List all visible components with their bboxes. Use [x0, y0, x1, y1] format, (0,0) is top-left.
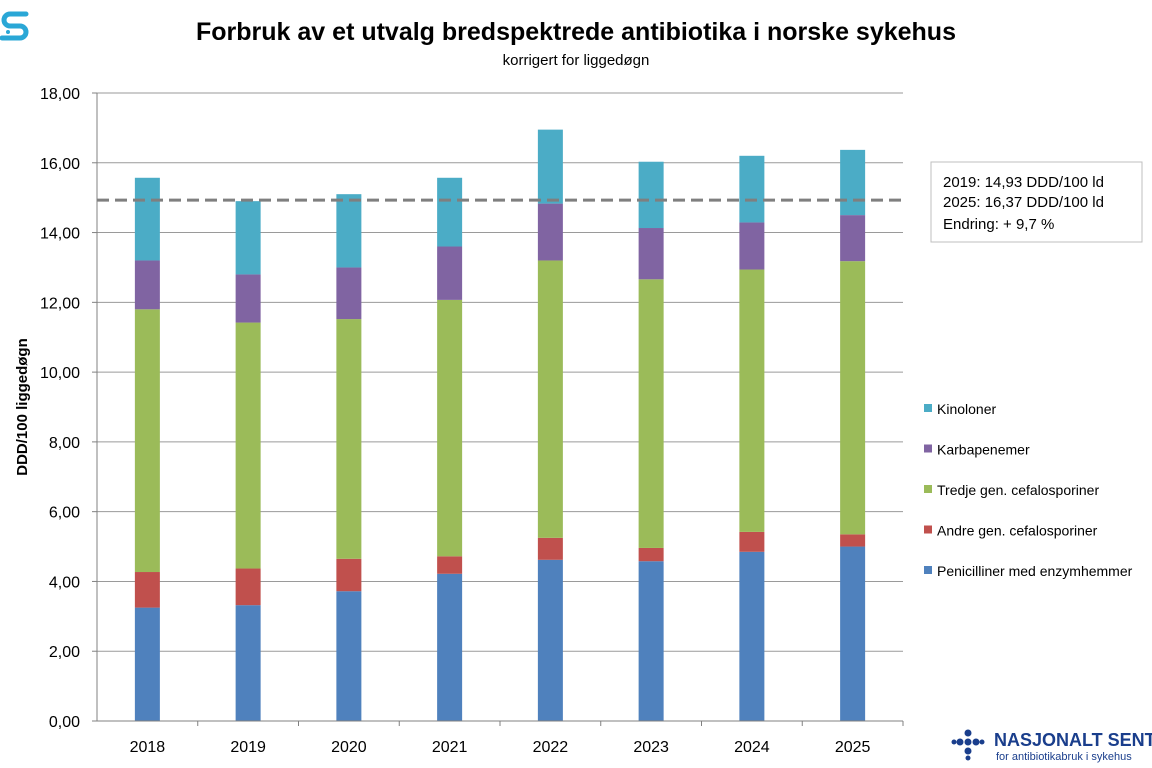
bar-karbapenemer-2022 — [537, 203, 563, 261]
y-tick-label: 18,00 — [40, 86, 80, 103]
legend-swatch-karbapenemer — [924, 444, 932, 453]
y-axis-label: DDD/100 liggedøgn — [14, 338, 31, 476]
bar-andre-2018 — [134, 572, 160, 608]
bar-penicilliner-2020 — [336, 591, 362, 721]
bar-karbapenemer-2024 — [739, 222, 765, 270]
bar-karbapenemer-2025 — [840, 215, 866, 262]
bar-kinoloner-2020 — [336, 194, 362, 268]
bar-tredje-2025 — [840, 261, 866, 535]
bar-penicilliner-2019 — [235, 605, 261, 721]
x-tick-label-2020: 2020 — [331, 739, 367, 756]
legend-label-karbapenemer: Karbapenemer — [937, 442, 1030, 458]
bar-penicilliner-2025 — [840, 546, 866, 721]
bar-andre-2025 — [840, 534, 866, 547]
bar-tredje-2021 — [437, 299, 463, 557]
bar-penicilliner-2024 — [739, 551, 765, 721]
bars — [134, 129, 866, 721]
x-tick-label-2019: 2019 — [230, 739, 266, 756]
legend: Kinoloner Karbapenemer Tredje gen. cefalos… — [924, 401, 1133, 579]
annotation-box: 2019: 14,93 DDD/100 ld 2025: 16,37 DDD/1… — [930, 161, 1143, 243]
bar-kinoloner-2023 — [638, 161, 664, 229]
grid-lines — [97, 92, 903, 652]
bar-kinoloner-2022 — [537, 129, 563, 204]
bar-penicilliner-2021 — [437, 573, 463, 721]
legend-swatch-andre — [924, 525, 932, 534]
legend-label-andre: Andre gen. cefalosporiner — [937, 523, 1098, 539]
bar-tredje-2022 — [537, 260, 563, 538]
y-tick-label: 6,00 — [49, 505, 80, 522]
legend-swatch-tredje — [924, 485, 932, 493]
y-tick-label: 4,00 — [49, 574, 80, 591]
x-tick-label-2025: 2025 — [835, 739, 871, 756]
bar-andre-2021 — [437, 556, 463, 574]
corner-logo-icon — [0, 8, 30, 44]
nasjonalt-senter-logo: NASJONALT SENTE for antibiotikabruk i sy… — [951, 729, 1152, 763]
bar-kinoloner-2024 — [739, 155, 765, 223]
logo-subtitle: for antibiotikabruk i sykehus — [996, 751, 1132, 763]
annotation-line-2: 2025: 16,37 DDD/100 ld — [943, 194, 1104, 211]
x-tick-label-2023: 2023 — [633, 739, 669, 756]
annotation-line-3: Endring: + 9,7 % — [943, 216, 1054, 233]
x-tick-label-2021: 2021 — [432, 739, 468, 756]
y-tick-label: 0,00 — [49, 714, 80, 731]
bar-andre-2022 — [537, 537, 563, 560]
bar-andre-2024 — [739, 531, 765, 552]
bar-kinoloner-2018 — [134, 177, 160, 261]
bar-tredje-2019 — [235, 322, 261, 569]
chart-title: Forbruk av et utvalg bredspektrede antib… — [196, 18, 956, 46]
bar-tredje-2023 — [638, 279, 664, 548]
bar-karbapenemer-2021 — [437, 246, 463, 300]
y-tick-label: 8,00 — [49, 435, 80, 452]
bar-tredje-2020 — [336, 319, 362, 559]
bar-andre-2023 — [638, 547, 664, 562]
bar-karbapenemer-2019 — [235, 274, 261, 323]
bar-kinoloner-2021 — [437, 177, 463, 247]
legend-label-kinoloner: Kinoloner — [937, 401, 996, 417]
legend-label-tredje: Tredje gen. cefalosporiner — [937, 482, 1099, 498]
y-tick-label: 16,00 — [40, 156, 80, 173]
bar-penicilliner-2023 — [638, 561, 664, 721]
y-tick-label: 14,00 — [40, 226, 80, 243]
legend-swatch-penicilliner — [924, 566, 932, 574]
annotation-line-1: 2019: 14,93 DDD/100 ld — [943, 174, 1104, 191]
bar-andre-2019 — [235, 568, 261, 606]
cross-dots-icon — [951, 729, 985, 761]
y-tick-label: 2,00 — [49, 644, 80, 661]
y-tick-label: 12,00 — [40, 295, 80, 312]
bar-kinoloner-2025 — [840, 149, 866, 216]
bar-kinoloner-2019 — [235, 201, 261, 275]
legend-label-penicilliner: Penicilliner med enzymhemmer — [937, 563, 1133, 579]
bar-penicilliner-2022 — [537, 559, 563, 721]
x-tick-label-2022: 2022 — [533, 739, 569, 756]
bar-tredje-2024 — [739, 269, 765, 532]
x-tick-label-2018: 2018 — [130, 739, 166, 756]
bar-tredje-2018 — [134, 309, 160, 573]
y-axis-ticks: 0,00 2,00 4,00 6,00 8,00 10,00 12,00 14,00 16,00… — [40, 86, 97, 731]
bar-andre-2020 — [336, 558, 362, 592]
bar-karbapenemer-2023 — [638, 228, 664, 280]
x-axis-ticks: 2018 2019 2020 2021 2022 2023 2024 2025 — [130, 721, 904, 756]
legend-swatch-kinoloner — [924, 404, 932, 412]
bar-karbapenemer-2020 — [336, 267, 362, 320]
chart-subtitle: korrigert for liggedøgn — [503, 52, 650, 69]
y-tick-label: 10,00 — [40, 365, 80, 382]
bar-penicilliner-2018 — [134, 607, 160, 721]
x-tick-label-2024: 2024 — [734, 739, 770, 756]
logo-name: NASJONALT SENTE — [994, 730, 1152, 750]
bar-karbapenemer-2018 — [134, 260, 160, 310]
